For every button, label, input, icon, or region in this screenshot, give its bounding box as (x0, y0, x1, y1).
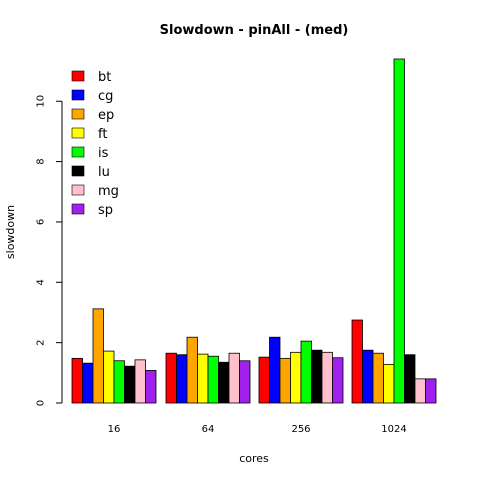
x-tick-label: 16 (108, 424, 121, 435)
y-tick-label: 6 (36, 219, 47, 225)
bar-ft-1024 (383, 363, 395, 404)
bar-sp-64 (239, 360, 251, 404)
bar-is-1024 (393, 58, 405, 404)
bar-cg-64 (176, 354, 188, 404)
legend-swatch-bt (71, 70, 85, 82)
legend: bt cg ep ft is lu mg sp (71, 70, 119, 218)
bar-bt-1024 (351, 319, 363, 404)
bar-lu-64 (218, 361, 230, 404)
bar-ft-64 (197, 353, 209, 404)
bar-sp-16 (145, 370, 157, 404)
bar-sp-1024 (425, 378, 437, 404)
bar-cg-1024 (362, 349, 374, 404)
y-tick-label: 4 (36, 279, 47, 285)
bar-bt-256 (258, 356, 270, 404)
bar-mg-1024 (414, 378, 426, 404)
legend-label-bt: bt (98, 70, 111, 85)
bar-ft-256 (290, 351, 302, 404)
y-axis-label: slowdown (4, 205, 17, 259)
legend-swatch-ep (71, 108, 85, 120)
legend-swatch-is (71, 146, 85, 158)
legend-label-ep: ep (98, 108, 114, 123)
bar-ft-16 (103, 350, 115, 404)
bars-group (71, 58, 437, 404)
x-tick-label: 64 (202, 424, 215, 435)
chart-title: Slowdown - pinAll - (med) (160, 23, 349, 38)
x-tick-label: 1024 (381, 424, 406, 435)
legend-label-lu: lu (98, 165, 110, 180)
x-tick-labels: 16 64 256 1024 (108, 424, 407, 435)
bar-cg-256 (269, 336, 281, 404)
y-tick-label: 2 (36, 339, 47, 345)
bar-ep-64 (186, 336, 198, 404)
y-tick-label: 10 (36, 95, 47, 108)
legend-label-ft: ft (98, 127, 107, 142)
bar-ep-16 (92, 308, 104, 404)
bar-bt-64 (165, 352, 177, 404)
bar-ep-1024 (372, 352, 384, 404)
legend-swatch-ft (71, 127, 85, 139)
bar-is-256 (300, 340, 312, 404)
bar-is-64 (207, 355, 219, 404)
bar-mg-256 (321, 351, 333, 404)
y-axis: 0 2 4 6 8 10 (36, 95, 63, 406)
bar-ep-256 (279, 357, 291, 404)
legend-swatch-mg (71, 184, 85, 196)
legend-swatch-sp (71, 203, 85, 215)
bar-lu-16 (124, 365, 136, 404)
bar-is-16 (113, 360, 125, 404)
x-axis-label: cores (239, 452, 269, 465)
bar-cg-16 (82, 362, 94, 404)
y-tick-label: 0 (36, 400, 47, 406)
legend-label-mg: mg (98, 184, 119, 199)
legend-swatch-cg (71, 89, 85, 101)
legend-swatch-lu (71, 165, 85, 177)
legend-label-cg: cg (98, 89, 113, 104)
bar-mg-64 (228, 352, 240, 404)
x-tick-label: 256 (291, 424, 310, 435)
bar-lu-1024 (404, 354, 416, 404)
bar-lu-256 (311, 349, 323, 404)
y-tick-label: 8 (36, 158, 47, 164)
bar-sp-256 (332, 357, 344, 404)
bar-mg-16 (134, 359, 146, 404)
bar-bt-16 (71, 357, 83, 404)
legend-label-sp: sp (98, 203, 113, 218)
legend-label-is: is (98, 146, 109, 161)
